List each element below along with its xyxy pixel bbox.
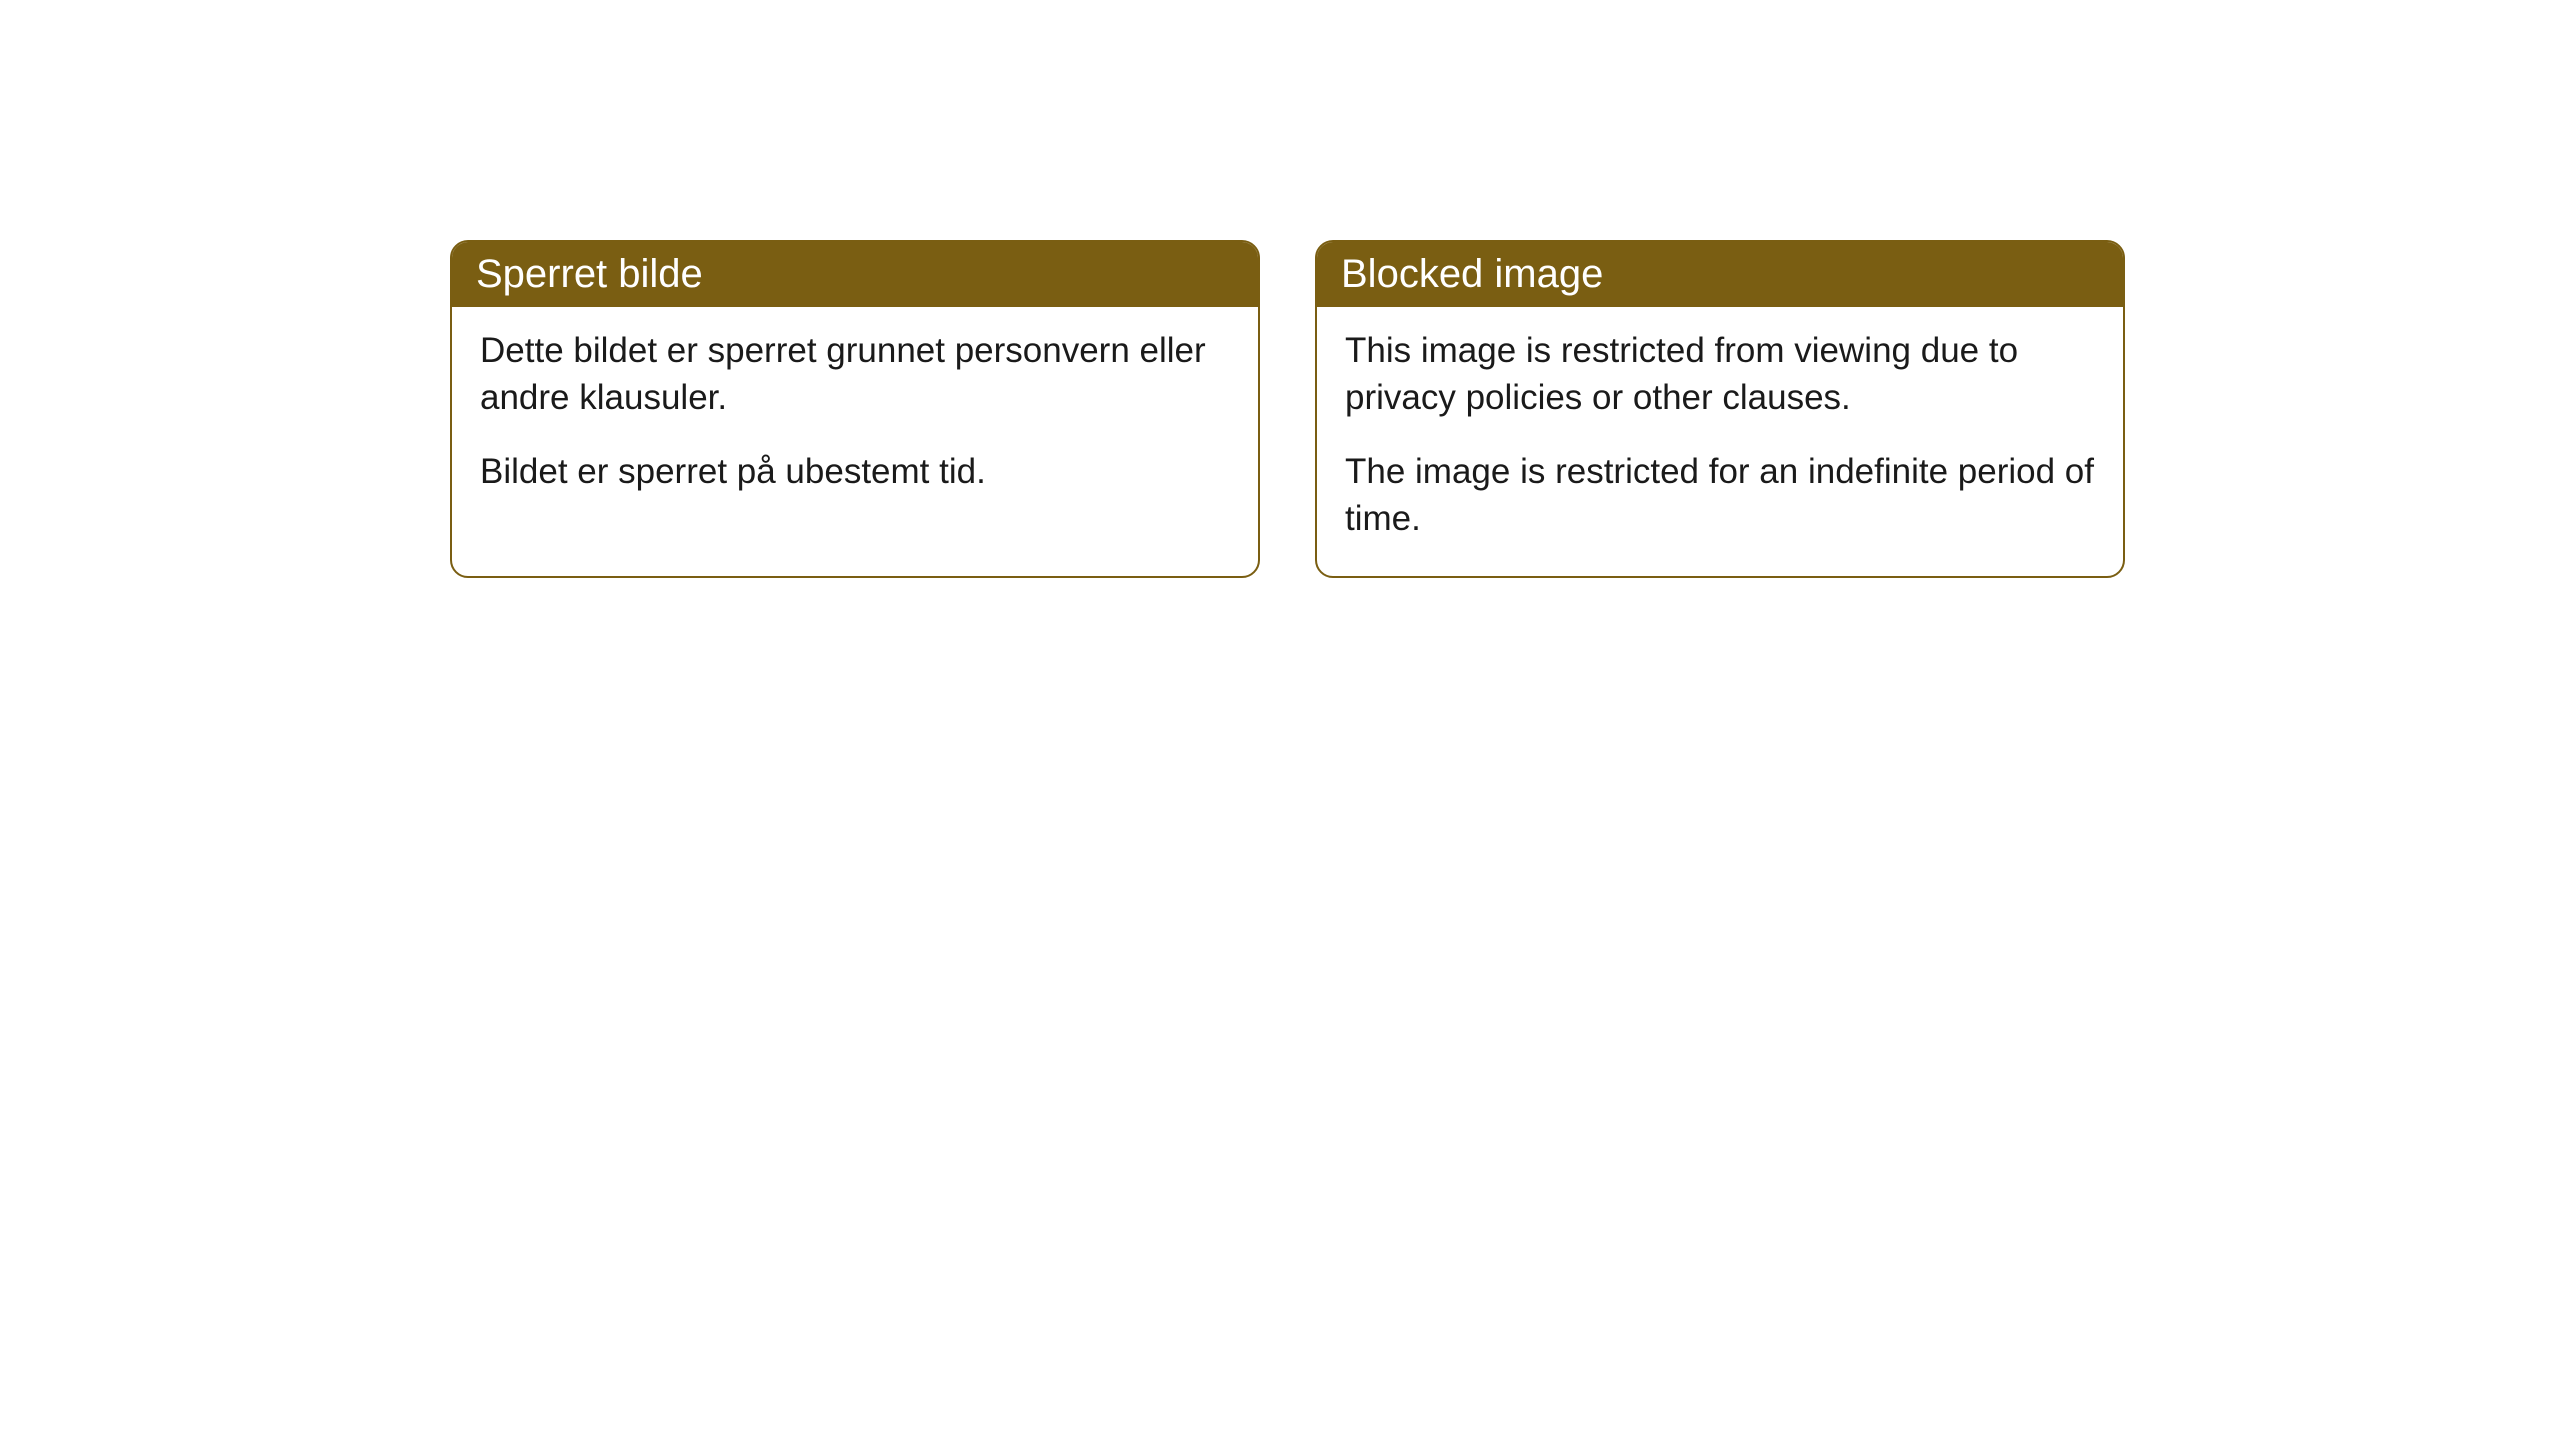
card-header: Sperret bilde xyxy=(452,242,1258,307)
notice-cards-container: Sperret bilde Dette bildet er sperret gr… xyxy=(450,240,2125,578)
card-paragraph: This image is restricted from viewing du… xyxy=(1345,327,2095,422)
notice-card-english: Blocked image This image is restricted f… xyxy=(1315,240,2125,578)
card-body: Dette bildet er sperret grunnet personve… xyxy=(452,307,1258,529)
card-title: Blocked image xyxy=(1341,252,1603,296)
card-paragraph: Bildet er sperret på ubestemt tid. xyxy=(480,448,1230,495)
card-paragraph: Dette bildet er sperret grunnet personve… xyxy=(480,327,1230,422)
card-title: Sperret bilde xyxy=(476,252,703,296)
card-body: This image is restricted from viewing du… xyxy=(1317,307,2123,576)
card-header: Blocked image xyxy=(1317,242,2123,307)
notice-card-norwegian: Sperret bilde Dette bildet er sperret gr… xyxy=(450,240,1260,578)
card-paragraph: The image is restricted for an indefinit… xyxy=(1345,448,2095,543)
